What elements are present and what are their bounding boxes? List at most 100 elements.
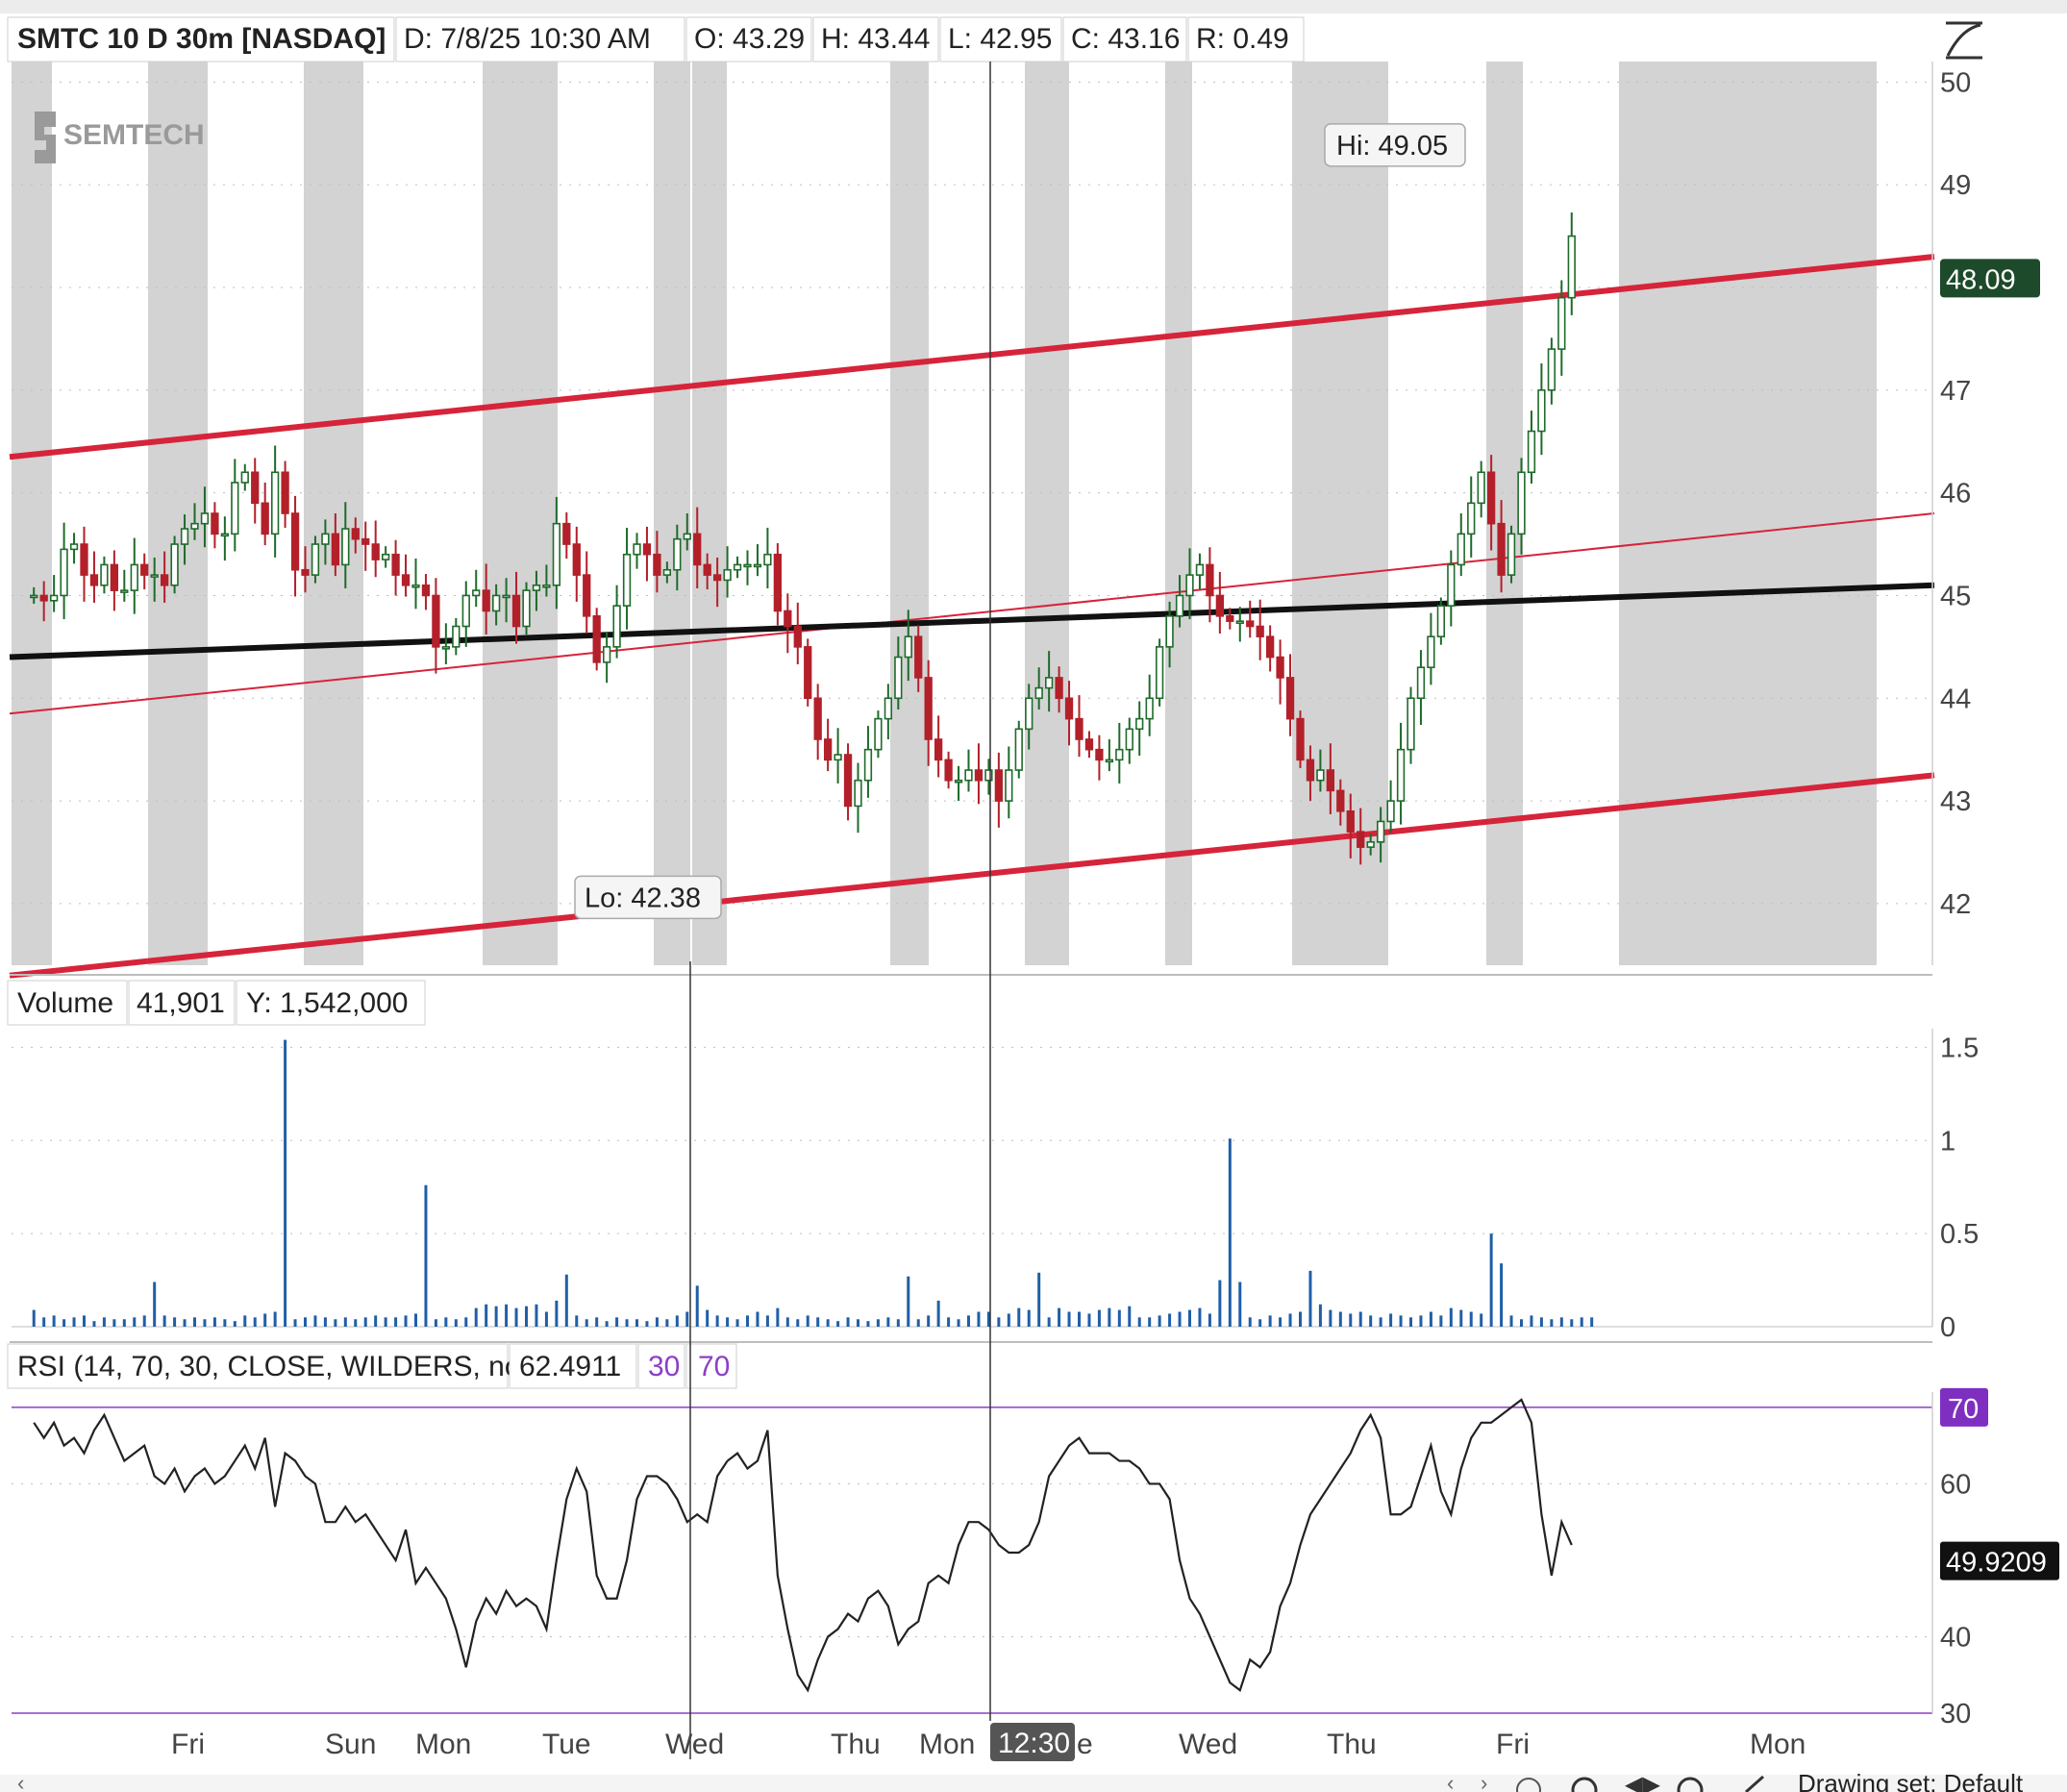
volume-bar bbox=[183, 1319, 187, 1327]
rsi-panel: 30 40 60 70 70 49.9209 bbox=[10, 1341, 2059, 1730]
candle-body bbox=[1215, 594, 1225, 617]
volume-bar bbox=[1570, 1319, 1574, 1327]
volume-bar bbox=[997, 1317, 1001, 1327]
candle-body bbox=[361, 537, 370, 545]
candle-body bbox=[1084, 738, 1094, 751]
volume-bar bbox=[273, 1311, 277, 1327]
rsi-label: RSI (14, 70, 30, CLOSE, WILDERS, no) bbox=[17, 1351, 531, 1382]
candle-body bbox=[1125, 728, 1133, 751]
volume-bar bbox=[605, 1321, 609, 1327]
candle-body bbox=[763, 553, 772, 566]
volume-bar bbox=[1178, 1311, 1182, 1327]
volume-bar bbox=[585, 1319, 588, 1327]
volume-bar bbox=[746, 1315, 749, 1327]
scroll-left-icon[interactable]: ‹ bbox=[17, 1771, 24, 1792]
time-axis-label: Thu bbox=[1327, 1729, 1377, 1760]
candle-body bbox=[1034, 686, 1043, 700]
logo-text: SEMTECH bbox=[63, 119, 205, 151]
volume-bar bbox=[1027, 1309, 1031, 1327]
volume-bar bbox=[1037, 1272, 1041, 1327]
candle-body bbox=[1447, 563, 1456, 607]
candle-body bbox=[1467, 502, 1476, 535]
candle-body bbox=[1165, 615, 1174, 648]
candle-body bbox=[642, 543, 652, 556]
volume-bar bbox=[173, 1317, 177, 1327]
volume-bar bbox=[615, 1317, 619, 1327]
candle-body bbox=[562, 522, 571, 545]
candle-body bbox=[1336, 789, 1345, 812]
candle-body bbox=[964, 769, 973, 782]
volume-bar bbox=[986, 1311, 990, 1327]
time-axis-label: Wed bbox=[1179, 1729, 1237, 1760]
draw-tool-icon[interactable] bbox=[1745, 1775, 1764, 1792]
pan-icon[interactable]: ◀▶ bbox=[1625, 1772, 1660, 1792]
volume-bar bbox=[102, 1317, 106, 1327]
volume-bar bbox=[1419, 1315, 1423, 1327]
session-shade bbox=[890, 62, 929, 965]
volume-bar bbox=[1520, 1319, 1523, 1327]
volume-bar bbox=[957, 1319, 960, 1327]
candle-body bbox=[110, 563, 119, 591]
volume-header: Volume 41,901 Y: 1,542,000 bbox=[7, 980, 426, 1026]
candle-body bbox=[49, 594, 59, 602]
volume-bar bbox=[62, 1319, 66, 1327]
time-axis-label: Sun bbox=[325, 1729, 376, 1760]
price-tick-label: 44 bbox=[1940, 684, 1971, 714]
volume-bar bbox=[203, 1319, 207, 1327]
candle-body bbox=[1517, 471, 1526, 535]
volume-bar bbox=[494, 1306, 498, 1327]
candle-body bbox=[552, 522, 561, 586]
volume-bar bbox=[485, 1304, 488, 1327]
candle-body bbox=[1537, 389, 1546, 433]
volume-bar bbox=[354, 1319, 358, 1327]
volume-bar bbox=[434, 1319, 437, 1327]
volume-bar bbox=[72, 1317, 76, 1327]
volume-bar bbox=[785, 1317, 789, 1327]
volume-bar bbox=[947, 1317, 951, 1327]
rsi-last-tag bbox=[1940, 1541, 2059, 1580]
candle-body bbox=[974, 769, 984, 782]
candle-body bbox=[421, 584, 431, 597]
candle-body bbox=[532, 584, 541, 591]
volume-bar bbox=[122, 1319, 126, 1327]
candle-body bbox=[301, 568, 310, 576]
bottom-toolbar: ‹ ‹ › ◀▶ Drawing set: Default bbox=[0, 1769, 2067, 1792]
session-shade bbox=[483, 62, 558, 965]
drawing-set-label[interactable]: Drawing set: Default bbox=[1798, 1769, 2024, 1792]
volume-bar bbox=[323, 1317, 327, 1327]
volume-bar bbox=[726, 1317, 730, 1327]
zoom-out-icon[interactable] bbox=[1516, 1778, 1541, 1792]
zoom-in-icon[interactable] bbox=[1571, 1777, 1598, 1792]
volume-bar bbox=[857, 1319, 859, 1327]
candle-body bbox=[60, 548, 68, 597]
style-toggle-icon[interactable] bbox=[1946, 21, 1982, 60]
volume-bar bbox=[886, 1317, 890, 1327]
scroll-prev-icon[interactable]: ‹ bbox=[1447, 1771, 1454, 1792]
volume-bar bbox=[1148, 1317, 1152, 1327]
trendline-channel-mid bbox=[9, 512, 1935, 715]
candle-body bbox=[1055, 677, 1063, 700]
candle-body bbox=[80, 543, 88, 576]
rsi-header: RSI (14, 70, 30, CLOSE, WILDERS, no) 62.… bbox=[7, 1343, 737, 1389]
scroll-next-icon[interactable]: › bbox=[1481, 1771, 1487, 1792]
price-tick-label: 42 bbox=[1940, 889, 1971, 920]
volume-bar bbox=[112, 1319, 116, 1327]
candle-body bbox=[793, 625, 802, 648]
candle-body bbox=[1527, 430, 1536, 474]
volume-bar bbox=[706, 1309, 710, 1327]
volume-bar bbox=[1198, 1307, 1202, 1327]
candle-body bbox=[944, 759, 953, 782]
candle-body bbox=[1095, 748, 1104, 761]
candle-body bbox=[662, 568, 672, 576]
candle-body bbox=[452, 625, 461, 648]
crosshair-tool-icon[interactable] bbox=[1677, 1777, 1704, 1792]
candle-body bbox=[1486, 471, 1496, 525]
volume-bar bbox=[1299, 1311, 1302, 1327]
volume-bar bbox=[1078, 1311, 1081, 1327]
candle-body bbox=[321, 533, 330, 545]
candle-body bbox=[401, 574, 411, 586]
volume-bar bbox=[233, 1321, 237, 1327]
rsi-last-label: 49.9209 bbox=[1946, 1548, 2047, 1579]
candle-body bbox=[633, 543, 641, 556]
